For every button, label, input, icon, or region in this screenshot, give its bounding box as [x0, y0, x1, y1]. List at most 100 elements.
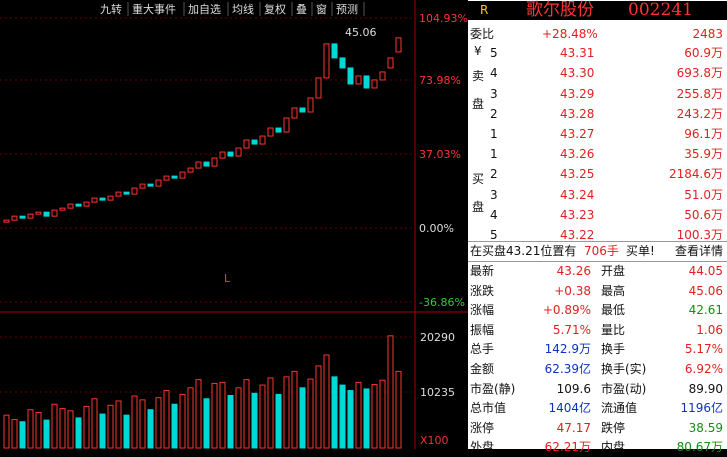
candle — [315, 77, 322, 99]
side-label: 卖盘 — [472, 69, 485, 111]
stat-value: 42.61 — [688, 303, 723, 318]
volume-bar — [267, 377, 274, 449]
candle — [395, 37, 402, 53]
stat-row: 涨跌 +0.38 最高 45.06 — [468, 282, 727, 301]
stat-value: 38.59 — [688, 420, 723, 435]
candle — [371, 79, 378, 89]
detail-link[interactable]: 查看详情 — [674, 244, 723, 258]
volume-bar — [139, 399, 146, 449]
candle — [91, 197, 98, 203]
volume-bar — [75, 417, 82, 449]
price: 43.25 — [560, 167, 595, 182]
level: 5 — [490, 228, 498, 243]
qty: 706手 — [584, 244, 619, 258]
buy-row: 2 43.25 2184.6万 — [468, 165, 727, 184]
candle — [307, 97, 314, 113]
stat-label: 换手 — [601, 342, 626, 357]
candle — [139, 183, 146, 189]
stat-value: 45.06 — [688, 283, 723, 298]
candle — [27, 213, 34, 219]
candle — [211, 157, 218, 167]
stat-value: 109.6 — [556, 381, 591, 396]
buy-row: 5 43.22 100.3万 — [468, 226, 727, 245]
candle — [267, 127, 274, 137]
volume-bar — [155, 397, 162, 449]
toolbar-button[interactable]: 复权 — [264, 2, 286, 16]
candle — [19, 215, 26, 219]
candle — [99, 197, 106, 201]
volume-bar — [259, 384, 266, 449]
stat-row: 外盘 62.21万 内盘 80.67万 — [468, 438, 727, 457]
price: 43.28 — [560, 106, 595, 121]
volume-bar — [395, 370, 402, 449]
weibi-row: 委比 +28.48% 2483 — [468, 25, 727, 44]
notice: 在买盘43.21位置有 — [470, 244, 577, 258]
toolbar-button[interactable]: 重大事件 — [132, 2, 176, 16]
stat-label: 涨跌 — [470, 283, 495, 298]
label: 委比 — [470, 27, 495, 41]
volume-bar — [307, 378, 314, 449]
stat-row: 总市值 1404亿 流通值 1196亿 — [468, 399, 727, 418]
volume: 60.9万 — [684, 46, 723, 60]
toolbar-button[interactable]: 均线 — [232, 2, 254, 16]
stat-label: 总手 — [470, 342, 495, 357]
volume-bar — [27, 409, 34, 449]
stat-row: 总手 142.9万 换手 5.17% — [468, 340, 727, 359]
currency: ¥ — [474, 44, 482, 58]
volume-bar — [147, 409, 154, 449]
candle — [147, 183, 154, 187]
candle — [299, 107, 306, 113]
candle — [43, 211, 50, 217]
stat-row: 金额 62.39亿 换手(实) 6.92% — [468, 360, 727, 379]
quote-panel: R 歌尔股份 002241 委比 +28.48% 2483 ¥ 卖盘 买盘 5 43.31 60.9万… — [468, 0, 727, 454]
stat-row: 涨幅 +0.89% 最低 42.61 — [468, 301, 727, 320]
toolbar-button[interactable]: 叠 — [296, 3, 307, 16]
candle — [347, 67, 354, 85]
volume: 693.8万 — [676, 66, 723, 81]
volume-bar — [3, 414, 10, 449]
volume: 255.8万 — [676, 86, 723, 101]
volume: 96.1万 — [684, 127, 723, 142]
price: 43.26 — [560, 147, 595, 161]
stat-row: 最新 43.26 开盘 44.05 — [468, 262, 727, 281]
volume-bar — [91, 398, 98, 449]
volume-bar — [187, 387, 194, 449]
volume-bar — [235, 387, 242, 449]
y-tick-label: 10235 — [420, 386, 455, 399]
stat-value: 62.21万 — [544, 440, 591, 455]
stat-label: 振幅 — [470, 322, 495, 337]
stat-value: 80.67万 — [676, 440, 723, 455]
volume-bar — [219, 381, 226, 449]
stat-value: +0.89% — [542, 303, 591, 318]
toolbar — [0, 0, 468, 18]
candle — [163, 175, 170, 181]
toolbar-button[interactable]: 加自选 — [188, 3, 221, 16]
stat-value: 89.90 — [688, 381, 723, 396]
sell-row: 4 43.30 693.8万 — [468, 64, 727, 83]
candle — [203, 161, 210, 167]
volume-bar — [195, 379, 202, 449]
stat-value: 1196亿 — [680, 401, 723, 416]
stat-label: 市盈(动) — [601, 381, 647, 396]
candle — [283, 117, 290, 133]
high-label: 45.06 — [345, 26, 377, 39]
candle — [155, 179, 162, 187]
notice-row: 在买盘43.21位置有 706手 买单! 查看详情 — [468, 241, 727, 262]
candle — [107, 195, 114, 201]
volume: 2184.6万 — [669, 167, 723, 182]
buy-row: 1 43.26 35.9万 — [468, 145, 727, 164]
value: 2483 — [692, 27, 723, 41]
stat-value: 43.26 — [556, 264, 591, 278]
toolbar-button[interactable]: 窗 — [316, 2, 327, 16]
price: 43.23 — [560, 207, 595, 222]
toolbar-button[interactable]: 预测 — [336, 3, 358, 16]
y-tick-label: 104.93% — [419, 12, 468, 25]
quote-header: R 歌尔股份 002241 — [468, 1, 727, 20]
notice-tail: 买单! — [626, 244, 655, 258]
stock-name: 歌尔股份 — [526, 0, 594, 20]
stock-code: 002241 — [628, 0, 693, 20]
volume-bar — [331, 376, 338, 449]
toolbar-button[interactable]: 九转 — [100, 2, 122, 16]
price: 43.29 — [560, 86, 595, 101]
volume-bar — [323, 354, 330, 449]
